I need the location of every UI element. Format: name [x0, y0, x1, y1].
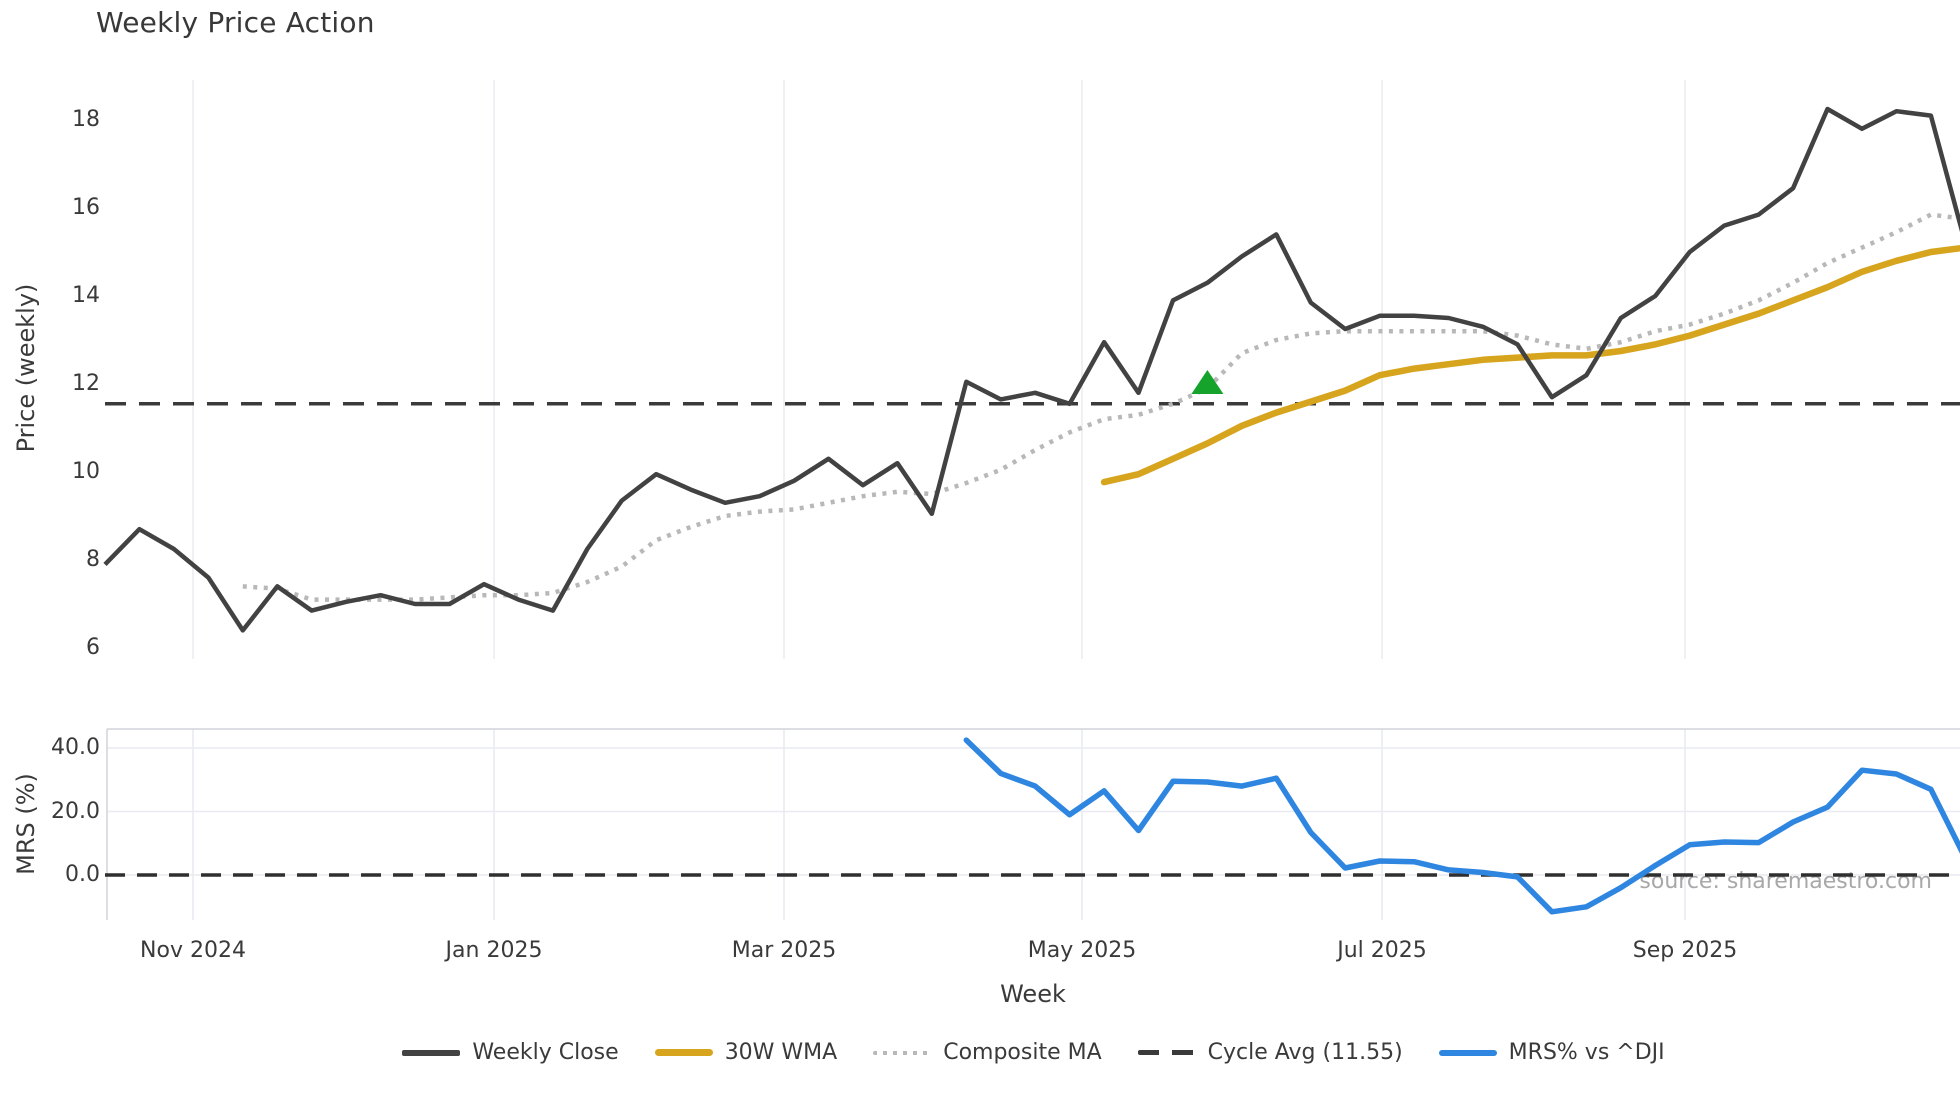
x-tick-Mar 2025: Mar 2025 — [731, 938, 837, 963]
wma_30-line-swatch-icon — [654, 1049, 713, 1056]
x-tick-Sep 2025: Sep 2025 — [1632, 938, 1738, 963]
cycle_avg-line-swatch-icon — [1137, 1050, 1196, 1055]
weekly_close-line-swatch-icon — [402, 1049, 461, 1056]
legend-label: Composite MA — [943, 1040, 1102, 1065]
price-ytick-6: 6 — [86, 635, 100, 660]
mrs-ytick-20.0: 20.0 — [51, 798, 100, 824]
source-watermark: source: sharemaestro.com — [1639, 869, 1932, 894]
x-tick-Nov 2024: Nov 2024 — [140, 938, 246, 963]
x-tick-May 2025: May 2025 — [1027, 938, 1137, 963]
price-ytick-12: 12 — [72, 371, 100, 396]
mrs-ytick-40.0: 40.0 — [51, 735, 100, 760]
price-ytick-8: 8 — [86, 547, 100, 572]
legend-item-cycle_avg: Cycle Avg (11.55) — [1137, 1040, 1403, 1065]
price-ytick-18: 18 — [72, 107, 100, 132]
composite_ma-line-swatch-icon — [873, 1050, 932, 1055]
x-tick-Jul 2025: Jul 2025 — [1337, 938, 1427, 963]
legend-item-mrs: MRS% vs ^DJI — [1438, 1040, 1665, 1065]
x-tick-Jan 2025: Jan 2025 — [445, 938, 543, 963]
legend-label: Cycle Avg (11.55) — [1207, 1040, 1403, 1065]
legend-label: Weekly Close — [472, 1040, 619, 1065]
chart-legend: Weekly Close 30W WMA Composite MA Cycle Avg… — [107, 1040, 1960, 1065]
wma-30w-line — [1100, 245, 1960, 486]
x-axis-label: Week — [1000, 980, 1066, 1008]
composite-ma-line — [242, 212, 1960, 602]
price-ytick-16: 16 — [72, 195, 100, 220]
legend-item-wma_30: 30W WMA — [654, 1040, 838, 1065]
legend-item-composite_ma: Composite MA — [873, 1040, 1102, 1065]
price-ytick-14: 14 — [72, 283, 100, 308]
mrs-line — [963, 737, 1960, 915]
signal-triangle-up-marker — [1191, 370, 1224, 394]
chart-title: Weekly Price Action — [96, 6, 375, 39]
legend-label: MRS% vs ^DJI — [1508, 1040, 1665, 1065]
mrs-ytick-0.0: 0.0 — [65, 862, 100, 887]
legend-item-weekly_close: Weekly Close — [402, 1040, 619, 1065]
weekly-close-line — [103, 106, 1960, 633]
legend-label: 30W WMA — [724, 1040, 838, 1065]
mrs-line-swatch-icon — [1438, 1049, 1497, 1056]
price-ytick-10: 10 — [72, 459, 100, 484]
